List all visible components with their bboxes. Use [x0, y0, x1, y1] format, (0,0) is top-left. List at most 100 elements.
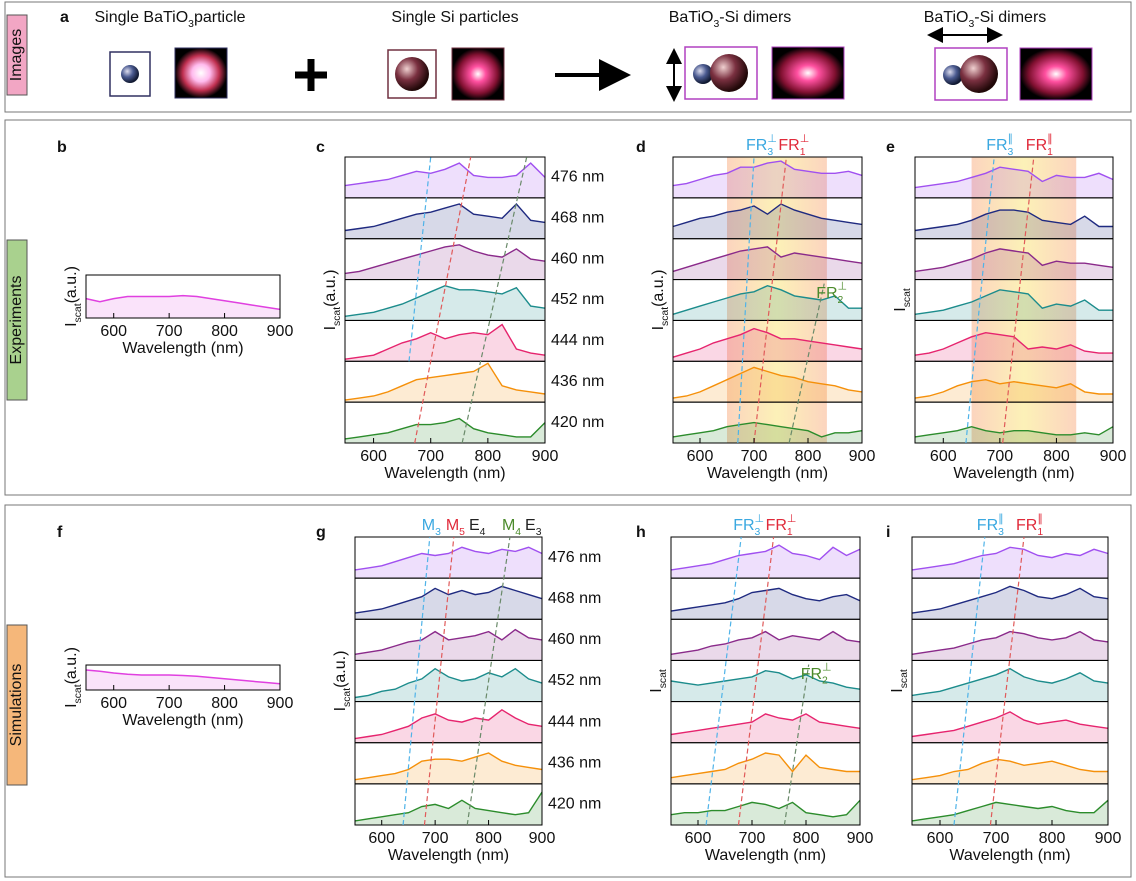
guide-label-part: ⊥ — [800, 133, 810, 145]
x-tick-label: 600 — [360, 448, 387, 465]
x-axis-label: Wavelength (nm) — [384, 465, 505, 482]
caption-part: BaTiO — [669, 9, 714, 26]
area — [671, 588, 860, 619]
area — [355, 753, 542, 784]
guide-label-part: 1 — [787, 527, 793, 538]
y-axis-label: Iscat — [648, 669, 669, 693]
panel-a-images — [110, 35, 1092, 100]
guide-label-part: 3 — [435, 527, 441, 538]
y-axis-label-part: (a.u.) — [322, 270, 339, 307]
y-axis-label-part: scat — [73, 684, 84, 703]
guide-label: FR⊥3 — [746, 133, 777, 158]
area — [912, 759, 1108, 784]
guide-label-part: 3 — [755, 527, 761, 538]
y-axis-label-part: scat — [899, 669, 910, 688]
x-axis-label: Wavelength (nm) — [122, 712, 243, 729]
x-tick-label: 700 — [739, 830, 766, 847]
area — [673, 367, 862, 402]
area — [345, 204, 545, 239]
panel-letter: c — [316, 139, 325, 156]
guide-label-part: 3 — [767, 147, 773, 158]
guide-label-part: ⊥ — [767, 133, 777, 145]
guide-label-part: 4 — [480, 527, 486, 538]
x-axis-label: Wavelength (nm) — [707, 465, 828, 482]
y-axis-label: Iscat — [892, 288, 913, 312]
panel-letter: d — [636, 139, 646, 156]
guide-label-part: ∥ — [1047, 133, 1053, 145]
caption: Single Si particles — [391, 9, 518, 26]
guide-label: FR∥3 — [986, 133, 1013, 158]
y-axis-label-part: (a.u.) — [650, 270, 667, 307]
area — [345, 163, 545, 198]
area — [915, 167, 1113, 198]
x-tick-label: 700 — [417, 448, 444, 465]
guide-label-part: ∥ — [998, 513, 1004, 525]
guide-label: FR⊥1 — [766, 513, 797, 538]
guide-label-part: ∥ — [1008, 133, 1014, 145]
area — [912, 712, 1108, 743]
guide-label-part: 1 — [1037, 527, 1043, 538]
area — [671, 753, 860, 784]
area — [915, 210, 1113, 239]
row-label: 436 nm — [551, 373, 604, 390]
x-axis-label: Wavelength (nm) — [949, 847, 1070, 864]
y-axis-label: Iscat (a.u.) — [322, 270, 343, 331]
guide-label-part: 4 — [515, 527, 521, 538]
x-tick-label: 900 — [267, 323, 294, 340]
area — [915, 290, 1113, 321]
panel-letter: i — [886, 524, 890, 541]
guide-label-part: E — [525, 517, 536, 534]
area — [355, 669, 542, 702]
guide-label-part: 1 — [800, 147, 806, 158]
row-label: 420 nm — [548, 796, 601, 813]
x-tick-label: 600 — [685, 830, 712, 847]
area — [912, 586, 1108, 619]
guide-label-part: FR — [977, 517, 998, 534]
y-axis-label-part: scat — [658, 669, 669, 688]
guide-label-part: 1 — [1047, 147, 1053, 158]
area — [345, 325, 545, 362]
x-tick-label: 900 — [847, 830, 874, 847]
panel-letter: h — [636, 524, 646, 541]
y-axis-label: Iscat — [892, 288, 913, 312]
x-tick-label: 900 — [849, 448, 876, 465]
x-tick-label: 900 — [1095, 830, 1122, 847]
area — [915, 249, 1113, 280]
row-label: 452 nm — [548, 672, 601, 689]
row-label: 436 nm — [548, 755, 601, 772]
guide-label-part: FR — [778, 137, 799, 154]
x-axis-label: Wavelength (nm) — [705, 847, 826, 864]
x-tick-label: 800 — [475, 448, 502, 465]
y-axis-label-part: (a.u.) — [63, 647, 80, 684]
row-label: 468 nm — [551, 210, 604, 227]
area — [355, 547, 542, 578]
x-tick-label: 800 — [1039, 830, 1066, 847]
x-tick-label: 700 — [156, 695, 183, 712]
guide-label: FR∥3 — [977, 513, 1004, 538]
x-tick-label: 700 — [983, 830, 1010, 847]
y-axis-label: Iscat (a.u.) — [63, 266, 84, 327]
guide-label: E4 — [469, 517, 486, 538]
guide-label-part: ⊥ — [787, 513, 797, 525]
panel-letter: e — [886, 139, 895, 156]
row-label: 452 nm — [551, 291, 604, 308]
y-axis-label: Iscat (a.u.) — [63, 266, 84, 327]
x-tick-label: 900 — [529, 830, 556, 847]
x-tick-label: 700 — [422, 830, 449, 847]
y-axis-label: Iscat (a.u.) — [332, 651, 353, 712]
x-tick-label: 700 — [156, 323, 183, 340]
row-label: 444 nm — [548, 713, 601, 730]
x-tick-label: 800 — [793, 830, 820, 847]
x-tick-label: 900 — [267, 695, 294, 712]
area — [671, 714, 860, 743]
guide-label: FR⊥ 1 — [778, 133, 809, 158]
area — [355, 630, 542, 661]
guide-label-part: FR — [986, 137, 1007, 154]
x-tick-label: 600 — [100, 323, 127, 340]
guide-label-part: ⊥ — [822, 661, 832, 673]
panel-letter: f — [57, 524, 63, 541]
